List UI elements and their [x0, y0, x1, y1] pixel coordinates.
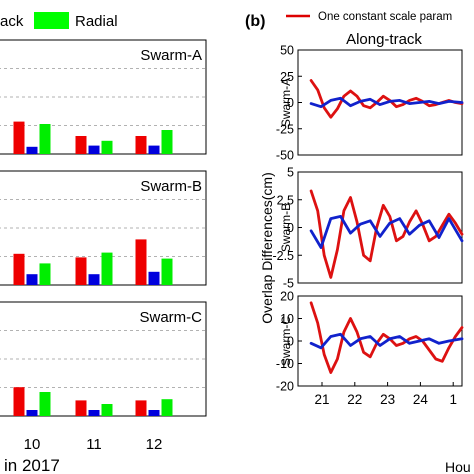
bar-swarm-c-10-blue	[26, 410, 38, 416]
bar-panel-swarm-b: Swarm-B	[0, 170, 207, 286]
bar-x-tick-12: 12	[146, 436, 163, 453]
line-y-tick-label: 0	[287, 221, 294, 235]
bar-swarm-b-10-green	[39, 263, 51, 285]
legend-swatch-radial	[34, 12, 69, 29]
bar-swarm-a-11-blue	[88, 145, 100, 154]
bar-swarm-b-12-blue	[148, 271, 160, 285]
left-legend: ack Radial	[0, 12, 118, 30]
right-legend: One constant scale param	[286, 11, 452, 23]
line-panel-swarm-b: 5 2.5 0 -2.5 -5 Swarm-B	[272, 166, 464, 291]
panel-label-b: (b)	[245, 13, 265, 30]
line-y-tick-label: -10	[276, 357, 294, 371]
line-x-tick-label: 21	[314, 392, 329, 407]
line-y-tick-label: 5	[287, 166, 294, 180]
bar-swarm-c-12-blue	[148, 410, 160, 416]
bar-swarm-b-11-red	[75, 257, 87, 285]
line-y-tick-label: -20	[276, 380, 294, 394]
line-panel-ylabel: Swarm-C	[279, 316, 293, 366]
bar-swarm-b-12-green	[161, 258, 173, 285]
line-y-tick-label: -25	[276, 122, 294, 136]
bar-x-axis: 10 11 12 in 2017	[4, 436, 162, 474]
bar-swarm-c-12-green	[161, 399, 173, 416]
bar-swarm-b-10-blue	[26, 274, 38, 285]
line-y-tick-label: -5	[283, 277, 294, 291]
line-series-line_blue	[309, 214, 464, 249]
bar-swarm-c-12-red	[135, 400, 147, 416]
line-panel-swarm-a: Along-track 50 25 0 -25 -50 Swarm-A	[276, 31, 464, 163]
line-x-tick-label: 1	[449, 392, 457, 407]
line-series-line_blue	[309, 332, 464, 350]
bar-swarm-c-11-red	[75, 400, 87, 416]
line-panel-title: Along-track	[346, 31, 422, 48]
line-y-tick-label: 2.5	[277, 193, 294, 207]
line-panel-frame	[297, 171, 463, 284]
bar-swarm-b-11-blue	[88, 274, 100, 285]
bar-swarm-a-10-blue	[26, 146, 38, 154]
line-y-tick-label: 20	[280, 290, 294, 304]
bar-swarm-c-11-green	[101, 404, 113, 416]
line-series-line_red	[309, 301, 464, 374]
legend-label-red: One constant scale param	[318, 11, 452, 23]
line-y-tick-label: -2.5	[272, 249, 294, 263]
line-panel-ylabel: Swarm-B	[279, 203, 293, 252]
bar-panel-title: Swarm-A	[140, 47, 202, 64]
legend-label-alongtrack: ack	[0, 13, 24, 30]
line-y-tick-label: -50	[276, 149, 294, 163]
bar-swarm-b-11-green	[101, 252, 113, 285]
line-panels: Along-track50250-25-50Swarm-A52.50-2.5-5…	[272, 31, 464, 407]
line-series-line_blue	[309, 96, 464, 109]
line-y-tick-label: 50	[280, 44, 294, 58]
bar-panel-swarm-c: Swarm-C	[0, 301, 207, 417]
line-y-tick-label: 25	[280, 70, 294, 84]
bar-swarm-a-10-green	[39, 124, 51, 154]
bar-swarm-c-11-blue	[88, 410, 100, 416]
line-x-tick-label: 24	[413, 392, 429, 407]
bar-panel-title: Swarm-B	[140, 178, 202, 195]
line-panel-ylabel: Swarm-A	[279, 78, 293, 127]
line-y-tick-label: 0	[287, 96, 294, 110]
line-x-label: Hou	[445, 459, 471, 474]
bar-panel-title: Swarm-C	[140, 309, 203, 326]
bar-swarm-a-12-red	[135, 136, 147, 154]
bar-swarm-c-10-red	[13, 387, 25, 416]
bar-swarm-a-11-green	[101, 140, 113, 154]
bar-swarm-a-11-red	[75, 136, 87, 154]
line-x-tick-label: 23	[380, 392, 395, 407]
bar-swarm-b-10-red	[13, 253, 25, 285]
bar-x-tick-11: 11	[86, 436, 102, 453]
bar-swarm-a-12-blue	[148, 145, 160, 154]
line-y-tick-label: 0	[287, 335, 294, 349]
line-y-label: Overlap Differences(cm)	[259, 172, 275, 323]
bar-swarm-a-12-green	[161, 130, 173, 154]
bar-panels: Swarm-A Swarm-B Swarm-C	[0, 39, 207, 417]
legend-label-radial: Radial	[75, 13, 118, 30]
bar-swarm-a-10-red	[13, 121, 25, 154]
bar-panel-swarm-a: Swarm-A	[0, 39, 207, 155]
bar-x-label: in 2017	[4, 456, 60, 474]
bar-x-tick-10: 10	[24, 436, 41, 453]
line-x-tick-label: 22	[347, 392, 362, 407]
bar-swarm-b-12-red	[135, 239, 147, 285]
line-y-tick-label: 10	[280, 312, 294, 326]
bar-swarm-c-10-green	[39, 392, 51, 416]
